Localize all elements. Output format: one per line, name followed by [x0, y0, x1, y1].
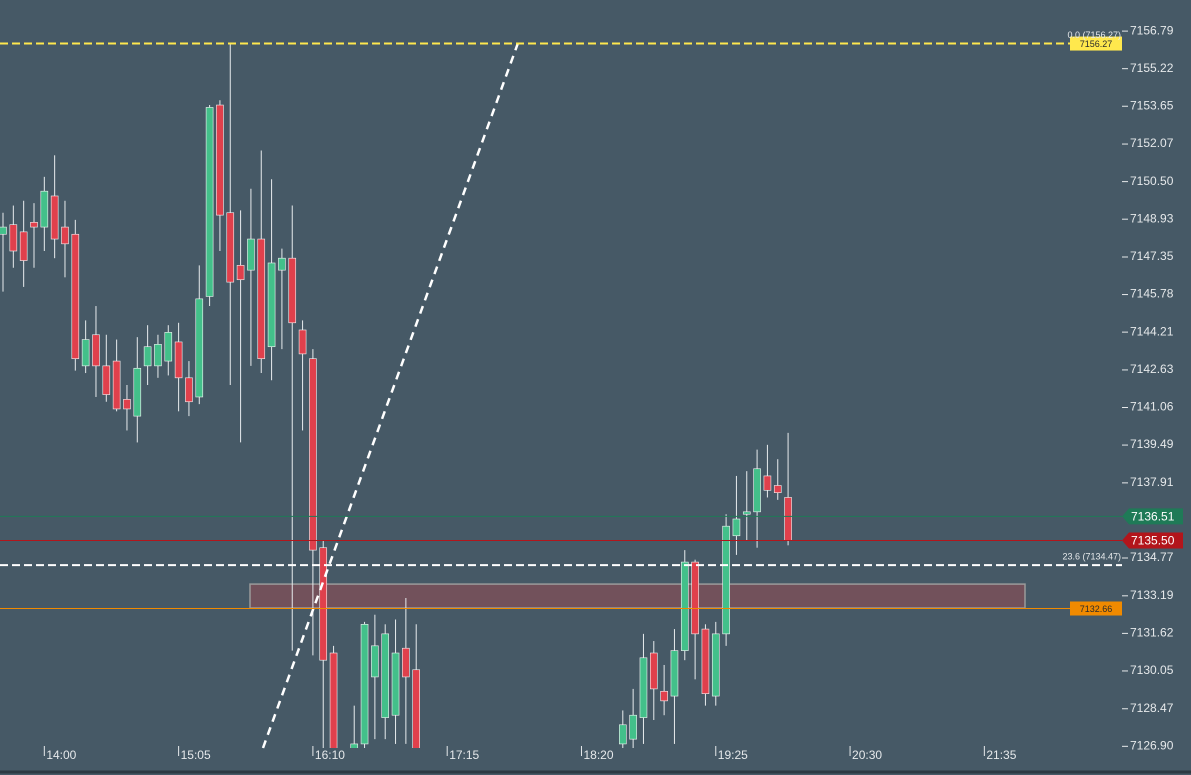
y-tick-label: 7145.78 — [1130, 287, 1174, 301]
candle-body — [680, 561, 689, 651]
candle-body — [773, 485, 782, 493]
candle-body — [185, 377, 193, 403]
candle-body — [123, 399, 131, 410]
price-tag — [1122, 532, 1183, 549]
price-tag — [1070, 36, 1122, 51]
candle-body — [71, 233, 80, 359]
candle-body — [722, 525, 730, 635]
y-tick-label: 7152.07 — [1130, 136, 1174, 150]
y-tick-label: 7156.79 — [1130, 23, 1174, 37]
candle-body — [102, 365, 111, 395]
candle-body — [288, 257, 297, 324]
candle-body — [391, 652, 400, 716]
candle-body — [711, 633, 720, 697]
y-tick-label: 7148.93 — [1130, 211, 1174, 225]
candle-body — [742, 511, 751, 515]
candle-body — [371, 645, 379, 678]
candle-body — [30, 221, 38, 228]
price-tag-label: 7136.51 — [1131, 510, 1175, 524]
y-tick-label: 7128.47 — [1130, 701, 1174, 715]
price-tag-label: 7156.27 — [1080, 39, 1113, 49]
candle-body — [195, 298, 204, 398]
candle-body — [205, 107, 214, 297]
candle-body — [154, 344, 162, 367]
y-tick-label: 7142.63 — [1130, 362, 1174, 376]
candle-body — [81, 339, 90, 367]
candle-body — [732, 518, 741, 537]
y-tick-label: 7126.90 — [1130, 738, 1174, 752]
candle-body — [257, 238, 266, 359]
y-tick-label: 7155.22 — [1130, 61, 1174, 75]
candle-body — [61, 226, 69, 245]
candle-body — [784, 497, 792, 541]
candle-body — [618, 724, 627, 745]
y-tick-label: 7144.21 — [1130, 324, 1174, 338]
x-tick-label: 15:05 — [181, 748, 211, 762]
candle-body — [112, 360, 121, 410]
candle-body — [247, 238, 255, 271]
x-tick-label: 14:00 — [46, 748, 76, 762]
candle-body — [9, 224, 18, 252]
x-tick-label: 17:15 — [449, 748, 479, 762]
candle-body — [381, 633, 390, 718]
candle-body — [226, 212, 235, 283]
y-tick-label: 7139.49 — [1130, 437, 1174, 451]
candle-body — [40, 190, 49, 228]
candle-body — [309, 358, 317, 551]
x-tick-label: 21:35 — [986, 748, 1016, 762]
price-tag-label: 7132.66 — [1080, 604, 1113, 614]
y-tick-label: 7150.50 — [1130, 174, 1174, 188]
x-tick-label: 19:25 — [718, 748, 748, 762]
level-label: 23.6 (7134.47) — [1062, 552, 1121, 562]
candle-body — [350, 743, 359, 748]
y-tick-label: 7147.35 — [1130, 249, 1174, 263]
x-tick-label: 16:10 — [315, 748, 345, 762]
candle-body — [639, 657, 648, 718]
candle-body — [402, 647, 410, 678]
candle-body — [164, 332, 173, 362]
y-tick-label: 7153.65 — [1130, 98, 1174, 112]
price-tag — [1122, 508, 1183, 525]
y-tick-label: 7130.05 — [1130, 663, 1174, 677]
candle-body — [329, 652, 338, 748]
candle-body — [763, 475, 772, 491]
candle-body — [649, 652, 658, 690]
candle-body — [50, 195, 59, 240]
candle-body — [691, 561, 699, 635]
x-tick-label: 18:20 — [583, 748, 613, 762]
zone — [249, 583, 1026, 609]
candle-body — [360, 623, 369, 745]
y-tick-label: 7137.91 — [1130, 475, 1174, 489]
candle-body — [412, 669, 421, 748]
candle-body — [670, 650, 679, 697]
candle-body — [174, 341, 183, 379]
y-tick-label: 7133.19 — [1130, 588, 1174, 602]
candle-body — [267, 262, 276, 348]
x-tick-label: 20:30 — [852, 748, 882, 762]
candle-body — [19, 231, 28, 261]
candle-body — [660, 690, 668, 702]
candle-body — [133, 367, 142, 417]
candle-body — [216, 104, 224, 216]
candle-body — [319, 547, 328, 661]
candle-body — [143, 346, 152, 367]
candle-body — [278, 257, 286, 271]
candle-body — [753, 468, 761, 513]
plot-area — [0, 42, 1026, 748]
level-label: 0.0 (7156.27) — [1067, 30, 1121, 40]
candle-body — [236, 265, 245, 281]
candle-body — [0, 226, 7, 235]
candle-body — [92, 334, 100, 367]
candle-body — [701, 628, 710, 694]
candle-body — [298, 329, 307, 355]
price-tag — [1070, 601, 1122, 616]
overlay: 7156.270.0 (7156.27) 23.6 (7134.47) 7136.5… — [0, 30, 1183, 616]
y-tick-label: 7141.06 — [1130, 400, 1174, 414]
y-tick-label: 7131.62 — [1130, 626, 1174, 640]
candle-body — [629, 714, 637, 740]
price-tag-label: 7135.50 — [1131, 534, 1175, 548]
y-tick-label: 7134.77 — [1130, 550, 1174, 564]
